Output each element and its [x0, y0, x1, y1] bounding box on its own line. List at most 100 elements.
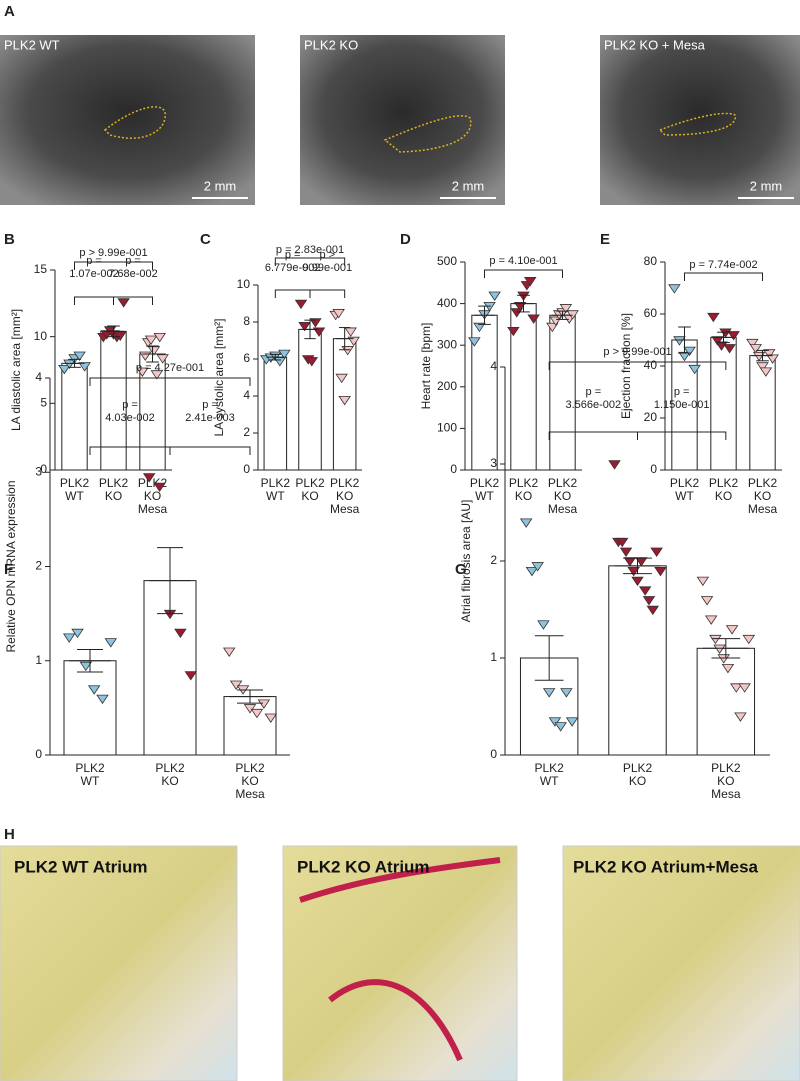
data-point [759, 367, 773, 377]
x-tick-label: PLK2 [75, 761, 105, 775]
panel-letter: H [4, 826, 15, 843]
x-tick-label: KO [105, 489, 122, 503]
data-point [58, 364, 71, 375]
x-tick-label: PLK2 [623, 761, 653, 775]
data-point [136, 367, 149, 378]
x-tick-label: PLK2 [235, 761, 265, 775]
image-label: PLK2 KO [304, 37, 358, 52]
data-point [71, 628, 84, 639]
y-tick-label: 2 [35, 559, 42, 573]
data-point [525, 567, 539, 577]
data-point [153, 332, 166, 343]
x-tick-label: KO [515, 489, 532, 503]
data-point [766, 354, 779, 364]
y-tick-label: 80 [644, 254, 658, 268]
y-tick-label: 0 [243, 462, 250, 476]
data-point [646, 605, 660, 616]
y-tick-label: 40 [644, 358, 658, 372]
significance-bracket [484, 269, 563, 278]
bar [263, 356, 288, 471]
data-point [312, 327, 326, 337]
y-tick-label: 2 [243, 425, 250, 439]
x-tick-label: PLK2 [709, 476, 739, 490]
x-tick-label: PLK2 [470, 476, 500, 490]
data-point [723, 344, 736, 354]
data-point [347, 336, 360, 347]
p-value: p > 9.99e-001 [79, 247, 147, 259]
y-tick-label: 6 [243, 351, 250, 365]
histology-image [0, 845, 238, 1081]
bar [549, 314, 576, 471]
data-point [615, 537, 629, 548]
data-point [537, 620, 550, 630]
y-tick-label: 2 [490, 553, 497, 567]
data-point [638, 586, 652, 596]
x-tick-label: PLK2 [748, 476, 778, 490]
x-tick-label: KO [161, 774, 178, 788]
data-point [87, 685, 101, 695]
p-value: p > 9.99e-001 [603, 346, 671, 358]
data-point [650, 547, 663, 557]
data-point [696, 576, 710, 587]
significance-bracket [548, 361, 727, 370]
x-tick-label: KO [754, 489, 771, 503]
panel-letter: B [4, 231, 15, 248]
data-point [222, 647, 236, 657]
data-point [560, 688, 573, 698]
image-label: PLK2 KO Atrium+Mesa [573, 857, 759, 876]
y-tick-label: 4 [35, 370, 42, 384]
data-point [654, 567, 667, 577]
data-point [627, 567, 640, 577]
data-point [63, 359, 76, 370]
data-point [264, 713, 278, 723]
x-tick-label: WT [266, 489, 285, 503]
data-point [721, 664, 735, 674]
p-value: 6.779e-002 [265, 262, 321, 274]
x-tick-label: WT [675, 489, 694, 503]
x-tick-label: KO [144, 489, 161, 503]
data-point [278, 349, 291, 360]
data-point [243, 704, 257, 714]
x-tick-label: Mesa [330, 502, 360, 516]
data-point [73, 351, 86, 362]
fibrosis-stain [299, 857, 501, 1062]
data-point [711, 336, 724, 346]
data-point [727, 331, 740, 341]
x-tick-label: KO [717, 774, 734, 788]
p-value: p = [125, 255, 141, 267]
data-point [156, 354, 169, 364]
histology-image [562, 845, 800, 1081]
data-point [688, 364, 701, 375]
p-value: p = [674, 386, 690, 398]
data-point [298, 322, 311, 332]
x-tick-label: PLK2 [711, 761, 741, 775]
y-tick-label: 10 [237, 277, 251, 291]
x-tick-label: Mesa [748, 502, 778, 516]
data-point [673, 336, 686, 346]
significance-bracket [169, 446, 251, 455]
y-tick-label: 60 [644, 306, 658, 320]
bar [63, 660, 117, 756]
data-point [715, 341, 728, 351]
y-axis-label: LA diastolic area [mm²] [9, 309, 23, 431]
p-value: 4.03e-002 [105, 412, 155, 424]
data-point [250, 708, 264, 719]
data-point [117, 298, 130, 308]
data-point [554, 722, 567, 732]
x-tick-label: WT [475, 489, 494, 503]
data-point [473, 322, 486, 333]
bar [710, 336, 737, 471]
bar [61, 362, 88, 471]
p-value: p > [320, 249, 336, 261]
y-tick-label: 1 [490, 650, 497, 664]
data-point [559, 304, 573, 314]
panel-letter: E [600, 231, 610, 248]
x-tick-label: PLK2 [295, 476, 325, 490]
p-value: p = 4.10e-001 [489, 255, 557, 267]
image-label: PLK2 WT [4, 37, 60, 52]
data-point [565, 717, 579, 727]
panel-letter: F [4, 561, 13, 578]
panel-letter: C [200, 231, 211, 248]
data-point [763, 349, 776, 359]
significance-bracket [74, 261, 153, 270]
